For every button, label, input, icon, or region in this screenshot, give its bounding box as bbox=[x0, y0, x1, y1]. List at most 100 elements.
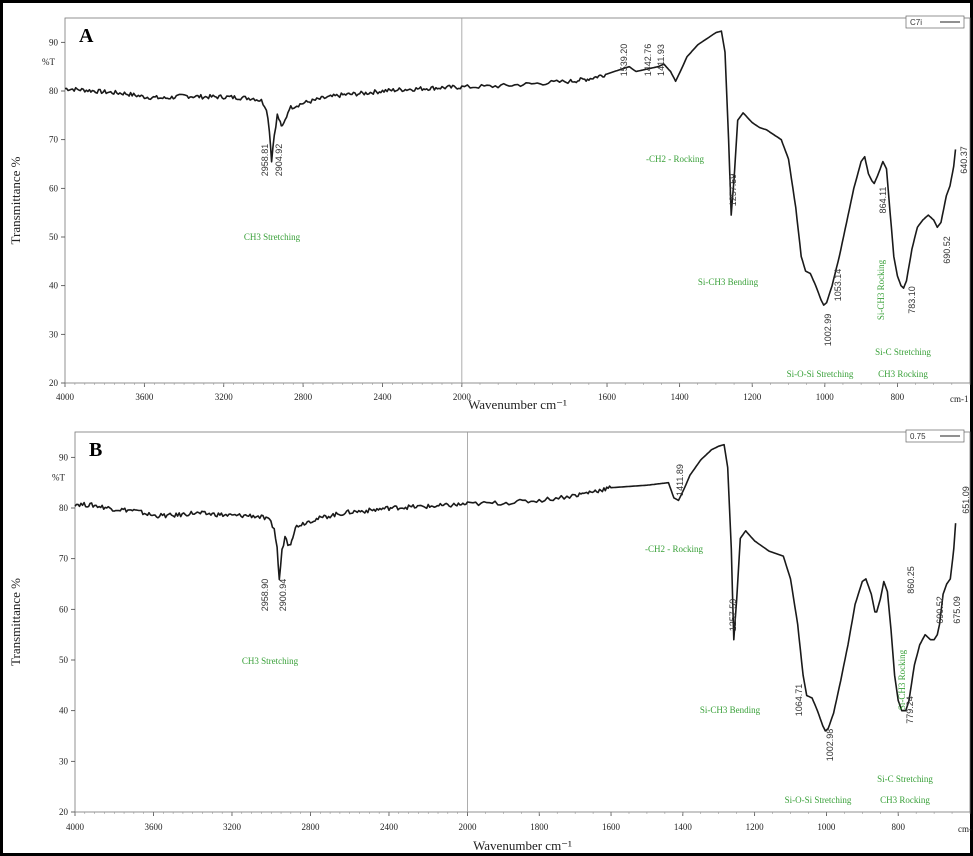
legend-box bbox=[905, 429, 965, 443]
peak-label: 2958.90 bbox=[260, 579, 270, 612]
x-tick-label: 1400 bbox=[671, 392, 690, 402]
x-tick-label: 1200 bbox=[746, 822, 765, 832]
peak-label: 1257.59 bbox=[728, 174, 738, 207]
peak-label: 1411.93 bbox=[656, 44, 666, 76]
chart-panel-a: 20 30 40 50 60 70 80 90 %T 4000 3600 3200 2800 2400 20… bbox=[8, 15, 971, 412]
band-annotation: CH3 Rocking bbox=[878, 369, 928, 379]
x-tick-label: 3600 bbox=[144, 822, 163, 832]
plot-area bbox=[74, 431, 971, 813]
peak-label: 783.10 bbox=[907, 286, 917, 314]
x-unit-label: cm-1 bbox=[950, 394, 969, 404]
y-tick-label: 50 bbox=[59, 655, 69, 665]
x-tick-label: 800 bbox=[891, 822, 905, 832]
y-tick-label: 70 bbox=[49, 135, 59, 145]
band-annotation: CH3 Stretching bbox=[244, 232, 301, 242]
band-annotation: Si-O-Si Stretching bbox=[787, 369, 854, 379]
y-top-label: %T bbox=[42, 57, 55, 67]
peak-label: 864.11 bbox=[878, 187, 888, 214]
legend-label: 0.75 bbox=[910, 432, 926, 441]
x-tick-label: 1600 bbox=[598, 392, 617, 402]
y-tick-label: 50 bbox=[49, 232, 59, 242]
x-tick-label: 3600 bbox=[135, 392, 154, 402]
x-axis-label: Wavenumber cm⁻¹ bbox=[473, 838, 572, 853]
legend-label: C7i bbox=[910, 18, 922, 27]
peak-label: 651.09 bbox=[961, 486, 971, 514]
y-tick-label: 80 bbox=[59, 503, 69, 513]
band-annotation: Si-C Stretching bbox=[877, 774, 933, 784]
x-tick-label: 1000 bbox=[816, 392, 835, 402]
legend: C7i bbox=[905, 15, 965, 29]
band-annotation: -CH2 - Rocking bbox=[646, 154, 704, 164]
band-annotation: Si-CH3 Bending bbox=[698, 277, 759, 287]
panel-label: A bbox=[79, 25, 94, 47]
peak-label: 1257.59 bbox=[728, 599, 738, 632]
y-tick-label: 60 bbox=[59, 604, 69, 614]
chart-panel-b: 20 30 40 50 60 70 80 90 %T 4000 3600 3200 2800 2400 20… bbox=[8, 429, 972, 853]
peak-label: 1442.76 bbox=[643, 44, 653, 77]
peak-label: 675.09 bbox=[952, 596, 962, 624]
peak-label: 2900.94 bbox=[278, 579, 288, 612]
band-annotation: CH3 Rocking bbox=[880, 795, 930, 805]
x-tick-label: 1000 bbox=[817, 822, 836, 832]
x-tick-label: 2400 bbox=[380, 822, 399, 832]
x-axis-label: Wavenumber cm⁻¹ bbox=[468, 397, 567, 412]
band-annotation: Si-C Stretching bbox=[875, 347, 931, 357]
band-annotation: Si-CH3 Rocking bbox=[876, 259, 886, 320]
x-tick-label: 4000 bbox=[56, 392, 75, 402]
y-tick-label: 80 bbox=[49, 86, 59, 96]
panel-label: B bbox=[89, 439, 102, 461]
spectrum-line bbox=[74, 443, 957, 732]
legend-box bbox=[905, 15, 965, 29]
x-tick-label: 800 bbox=[891, 392, 905, 402]
y-tick-label: 30 bbox=[59, 756, 69, 766]
spectrum-line bbox=[64, 30, 957, 306]
y-tick-label: 90 bbox=[59, 452, 69, 462]
y-tick-label: 60 bbox=[49, 183, 59, 193]
peak-label: 1064.71 bbox=[794, 684, 804, 717]
x-tick-label: 2000 bbox=[458, 822, 477, 832]
peak-label: 860.25 bbox=[906, 566, 916, 594]
band-annotation: CH3 Stretching bbox=[242, 656, 299, 666]
peak-label: 640.37 bbox=[959, 146, 969, 174]
peak-label: 690.52 bbox=[942, 236, 952, 264]
x-tick-label: 1800 bbox=[530, 822, 549, 832]
y-axis-label: Transmittance % bbox=[8, 156, 23, 244]
band-annotation: -CH2 - Rocking bbox=[645, 544, 703, 554]
x-unit-label: cm- bbox=[958, 824, 972, 834]
y-tick-label: 20 bbox=[59, 807, 69, 817]
peak-label: 1539.20 bbox=[619, 44, 629, 77]
band-annotation: Si-O-Si Stretching bbox=[785, 795, 852, 805]
x-tick-label: 2800 bbox=[301, 822, 320, 832]
x-tick-label: 3200 bbox=[223, 822, 242, 832]
x-tick-label: 2000 bbox=[453, 392, 472, 402]
y-tick-label: 40 bbox=[59, 706, 69, 716]
peak-label: 779.24 bbox=[905, 696, 915, 724]
x-tick-label: 1200 bbox=[743, 392, 762, 402]
legend: 0.75 bbox=[905, 429, 965, 443]
x-tick-label: 2800 bbox=[294, 392, 313, 402]
x-tick-label: 3200 bbox=[215, 392, 234, 402]
plot-area bbox=[64, 17, 971, 384]
y-tick-label: 30 bbox=[49, 329, 59, 339]
y-tick-label: 20 bbox=[49, 378, 59, 388]
peak-label: 2958.81 bbox=[260, 144, 270, 177]
peak-label: 690.52 bbox=[935, 596, 945, 624]
y-axis-label: Transmittance % bbox=[8, 578, 23, 666]
band-annotation: Si-CH3 Rocking bbox=[897, 649, 907, 710]
x-tick-label: 1600 bbox=[602, 822, 621, 832]
peak-label: 1002.99 bbox=[823, 314, 833, 347]
x-tick-label: 1400 bbox=[674, 822, 693, 832]
y-top-label: %T bbox=[52, 473, 65, 483]
band-annotation: Si-CH3 Bending bbox=[700, 705, 761, 715]
y-tick-label: 70 bbox=[59, 554, 69, 564]
y-tick-label: 40 bbox=[49, 281, 59, 291]
peak-label: 1002.98 bbox=[825, 729, 835, 762]
peak-label: 1053.14 bbox=[833, 269, 843, 302]
x-tick-label: 4000 bbox=[66, 822, 85, 832]
peak-label: 2904.92 bbox=[274, 144, 284, 177]
y-tick-label: 90 bbox=[49, 37, 59, 47]
x-tick-label: 2400 bbox=[373, 392, 392, 402]
peak-label: 1411.89 bbox=[675, 464, 685, 496]
